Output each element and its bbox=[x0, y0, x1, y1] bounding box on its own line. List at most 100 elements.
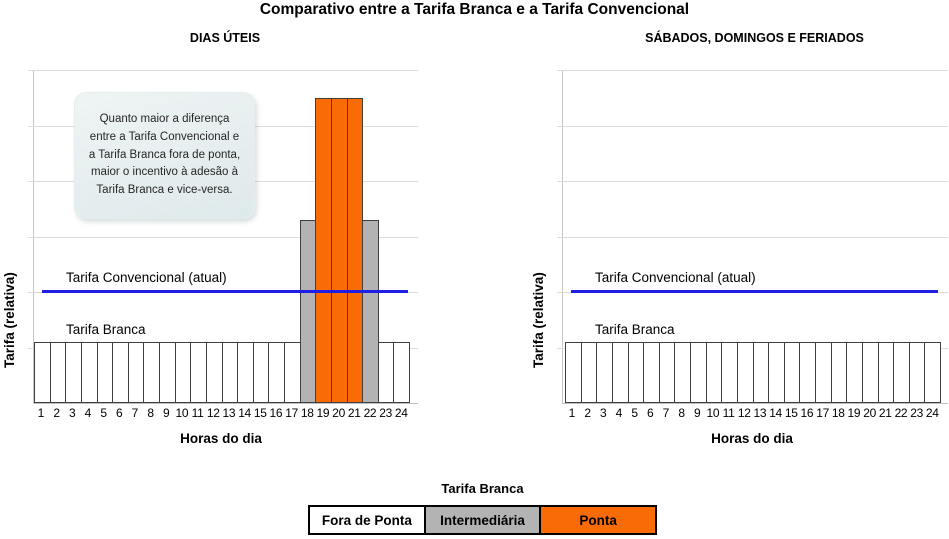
x-tick-23: 23 bbox=[910, 406, 923, 420]
x-tick-3: 3 bbox=[68, 406, 76, 420]
bar-hour-24 bbox=[393, 341, 410, 403]
x-tick-18: 18 bbox=[831, 406, 845, 420]
x-tick-17: 17 bbox=[285, 406, 298, 420]
bar-hour-22 bbox=[893, 341, 910, 403]
x-tick-18: 18 bbox=[300, 406, 314, 420]
bar-hour-18 bbox=[830, 341, 848, 403]
callout-text: Quanto maior a diferença entre a Tarifa … bbox=[88, 112, 241, 197]
x-tick-21: 21 bbox=[347, 406, 361, 420]
page-title: Comparativo entre a Tarifa Branca e a Ta… bbox=[259, 1, 690, 18]
bar-hour-17 bbox=[815, 341, 832, 403]
gridline bbox=[28, 70, 418, 71]
x-tick-24: 24 bbox=[925, 406, 939, 420]
bar-hour-3 bbox=[596, 341, 613, 403]
legend-item-fora_de_ponta: Fora de Ponta bbox=[310, 507, 424, 533]
x-tick-23: 23 bbox=[379, 406, 392, 420]
bar-hour-3 bbox=[65, 341, 82, 403]
plot-area: Quanto maior a diferença entre a Tarifa … bbox=[28, 70, 418, 404]
bar-hour-6 bbox=[112, 341, 129, 403]
bar-hour-2 bbox=[580, 341, 598, 403]
x-tick-20: 20 bbox=[332, 406, 345, 420]
x-tick-19: 19 bbox=[847, 406, 861, 420]
bars-container bbox=[34, 70, 410, 403]
bar-hour-23 bbox=[377, 341, 395, 403]
bar-hour-13 bbox=[752, 341, 770, 403]
x-tick-15: 15 bbox=[784, 406, 798, 420]
bar-hour-16 bbox=[268, 341, 285, 403]
bar-hour-10 bbox=[705, 341, 723, 403]
bar-hour-12 bbox=[736, 341, 754, 403]
y-axis-label-right: Tarifa (relativa) bbox=[531, 272, 546, 368]
x-tick-22: 22 bbox=[894, 406, 908, 420]
panel-title-dias-uteis: DIAS ÚTEIS bbox=[189, 31, 261, 45]
gridline bbox=[28, 236, 418, 238]
x-axis-label-right: Horas do dia bbox=[711, 431, 793, 446]
x-axis-ticks-right: 1 2 3 4 5 6 7 8 9 10 11 12 13 14 15 16 17 18 19 20 21 22 23 24 bbox=[564, 406, 940, 420]
x-tick-19: 19 bbox=[316, 406, 330, 420]
x-tick-16: 16 bbox=[269, 406, 283, 420]
legend-item-ponta: Ponta bbox=[539, 507, 656, 533]
x-tick-16: 16 bbox=[800, 406, 814, 420]
bar-hour-14 bbox=[237, 341, 254, 403]
x-tick-1: 1 bbox=[568, 406, 576, 420]
x-tick-2: 2 bbox=[53, 406, 60, 420]
bar-hour-4 bbox=[80, 341, 98, 403]
bar-hour-20 bbox=[330, 97, 348, 403]
x-tick-11: 11 bbox=[191, 406, 204, 420]
bar-hour-15 bbox=[783, 341, 801, 403]
bar-hour-17 bbox=[284, 341, 301, 403]
x-tick-6: 6 bbox=[116, 406, 123, 420]
bar-hour-9 bbox=[690, 341, 707, 403]
bar-hour-8 bbox=[143, 341, 160, 403]
bar-hour-11 bbox=[190, 341, 207, 403]
y-axis-label-left: Tarifa (relativa) bbox=[2, 272, 17, 368]
panel-title-sabados-domingos-feriados: SÁBADOS, DOMINGOS E FERIADOS bbox=[645, 31, 864, 45]
x-tick-13: 13 bbox=[753, 406, 767, 420]
bar-hour-10 bbox=[174, 341, 192, 403]
x-tick-13: 13 bbox=[222, 406, 236, 420]
bar-hour-20 bbox=[861, 341, 879, 403]
bar-hour-16 bbox=[799, 341, 816, 403]
gridline bbox=[557, 70, 948, 71]
x-tick-9: 9 bbox=[694, 406, 701, 420]
bar-hour-5 bbox=[96, 341, 114, 403]
bar-hour-15 bbox=[252, 341, 270, 403]
x-tick-11: 11 bbox=[722, 406, 735, 420]
legend-item-intermediaria: Intermediária bbox=[423, 507, 540, 533]
x-tick-21: 21 bbox=[878, 406, 892, 420]
gridline bbox=[557, 181, 948, 183]
x-tick-7: 7 bbox=[131, 406, 139, 420]
x-tick-10: 10 bbox=[175, 406, 189, 420]
bar-hour-7 bbox=[127, 341, 145, 403]
x-tick-12: 12 bbox=[206, 406, 220, 420]
bar-hour-7 bbox=[658, 341, 676, 403]
x-tick-12: 12 bbox=[737, 406, 751, 420]
legend-bar: Fora de Ponta Intermediária Ponta bbox=[308, 505, 657, 535]
bar-hour-22 bbox=[362, 219, 379, 403]
tarifa-convencional-line bbox=[42, 290, 408, 294]
bar-hour-14 bbox=[768, 341, 785, 403]
bar-hour-11 bbox=[721, 341, 738, 403]
tarifa-branca-label: Tarifa Branca bbox=[595, 322, 675, 337]
x-tick-3: 3 bbox=[599, 406, 607, 420]
tarifa-convencional-line bbox=[571, 290, 938, 294]
bar-hour-8 bbox=[674, 341, 691, 403]
x-axis-label-left: Horas do dia bbox=[180, 431, 262, 446]
x-tick-15: 15 bbox=[253, 406, 267, 420]
x-tick-8: 8 bbox=[147, 406, 154, 420]
bar-hour-12 bbox=[205, 341, 223, 403]
x-tick-2: 2 bbox=[584, 406, 591, 420]
legend-title: Tarifa Branca bbox=[441, 481, 524, 496]
x-tick-22: 22 bbox=[363, 406, 377, 420]
x-tick-8: 8 bbox=[678, 406, 685, 420]
gridline bbox=[557, 125, 948, 127]
x-tick-4: 4 bbox=[615, 406, 623, 420]
bar-hour-19 bbox=[315, 97, 332, 403]
x-tick-17: 17 bbox=[816, 406, 829, 420]
x-axis-ticks-left: 1 2 3 4 5 6 7 8 9 10 11 12 13 14 15 16 17 18 19 20 21 22 23 24 bbox=[33, 406, 409, 420]
bar-hour-21 bbox=[346, 97, 364, 403]
bars-container bbox=[565, 70, 941, 403]
bar-hour-2 bbox=[49, 341, 67, 403]
x-tick-14: 14 bbox=[238, 406, 251, 420]
bar-hour-1 bbox=[565, 341, 582, 403]
